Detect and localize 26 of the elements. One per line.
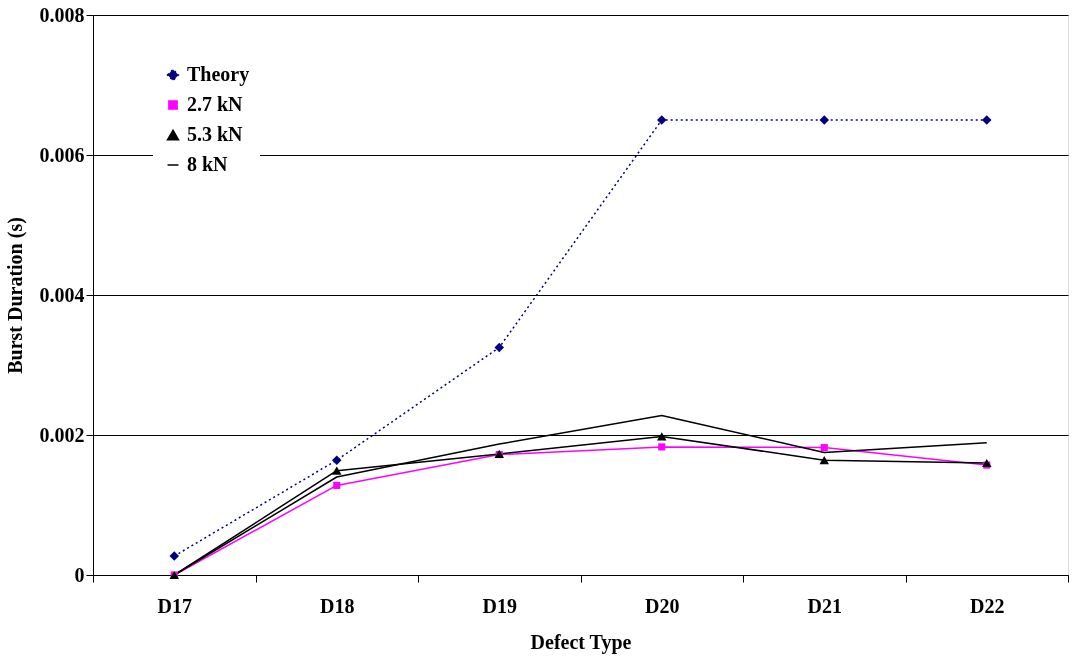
y-tick-label: 0.002: [39, 423, 85, 446]
y-tick-label: 0: [74, 563, 85, 586]
y-tick-label: 0.006: [39, 143, 85, 166]
legend-label: Theory: [187, 63, 250, 86]
point: [332, 455, 342, 465]
y-tick-label: 0.004: [39, 283, 85, 306]
point: [333, 481, 341, 489]
x-tick-label: D21: [807, 594, 842, 617]
point: [169, 551, 179, 561]
x-tick-label: D20: [645, 594, 680, 617]
x-tick-label: D22: [970, 594, 1005, 617]
point: [494, 342, 504, 353]
legend-label: 8 kN: [187, 153, 229, 175]
x-tick-label: D18: [320, 594, 355, 617]
point: [657, 432, 667, 441]
point: [332, 466, 342, 475]
y-tick-label: 0.008: [39, 3, 85, 26]
x-axis-title: Defect Type: [530, 630, 632, 654]
legend-label: 5.3 kN: [187, 123, 244, 145]
x-tick-label: D19: [482, 594, 517, 617]
legend-label: 2.7 kN: [187, 93, 244, 115]
point: [658, 443, 666, 451]
point: [819, 456, 829, 465]
y-axis-title: Burst Duration (s): [3, 217, 27, 374]
x-tick-label: D17: [157, 594, 192, 617]
point: [820, 444, 828, 452]
